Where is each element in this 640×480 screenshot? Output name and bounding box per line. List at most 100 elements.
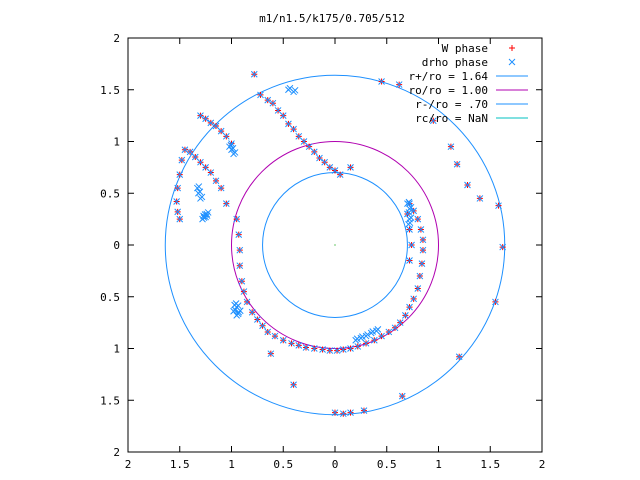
legend-label-drho_phase: drho phase: [422, 56, 488, 69]
drho-overlay-point: [236, 246, 244, 254]
drho-overlay-point: [207, 169, 215, 176]
drho-overlay-point: [398, 392, 406, 400]
y-tick-label: 0.5: [100, 291, 120, 304]
drho-overlay-point: [414, 285, 422, 292]
drho-overlay-point: [243, 298, 251, 306]
drho-overlay-point: [300, 138, 308, 145]
drho-overlay-point: [347, 345, 354, 352]
drho-overlay-point: [339, 346, 347, 353]
drho-overlay-point: [326, 347, 334, 354]
drho-overlay-point: [416, 272, 424, 280]
drho-phase-point: [200, 214, 208, 221]
x-tick-label: 0.5: [273, 458, 293, 471]
drho-overlay-point: [207, 119, 215, 127]
drho-overlay-point: [316, 154, 323, 162]
y-tick-label: 1: [113, 136, 120, 149]
x-tick-label: 1: [435, 458, 442, 471]
drho-phase-point: [407, 214, 415, 221]
drho-overlay-point: [419, 236, 427, 244]
drho-overlay-point: [453, 160, 461, 168]
drho-phase-point: [364, 331, 371, 338]
drho-overlay-point: [236, 262, 244, 270]
drho-overlay-point: [222, 132, 230, 140]
drho-overlay-point: [202, 164, 209, 171]
drho-phase-point: [195, 183, 203, 190]
drho-phase-point: [234, 310, 242, 318]
drho-overlay-point: [396, 319, 404, 326]
drho-phase-point: [204, 209, 212, 216]
drho-overlay-point: [217, 127, 225, 135]
drho-overlay-point: [410, 207, 418, 215]
legend-label-r_plus: r+/ro = 1.64: [409, 70, 489, 83]
x-tick-label: 2: [125, 458, 132, 471]
drho-overlay-point: [476, 195, 484, 202]
drho-overlay-point: [191, 153, 199, 161]
drho-overlay-point: [429, 117, 437, 125]
drho-overlay-point: [233, 215, 241, 223]
y-tick-label: 1: [113, 343, 120, 356]
drho-overlay-point: [336, 171, 344, 178]
drho-overlay-point: [240, 288, 248, 295]
drho-overlay-point: [212, 177, 220, 185]
legend-marker-drho_phase: [508, 58, 516, 66]
drho-overlay-point: [395, 81, 403, 88]
drho-overlay-point: [331, 409, 339, 417]
drho-overlay-point: [178, 156, 186, 164]
legend-label-r_minus: r-/ro = .70: [415, 98, 488, 111]
x-tick-label: 2: [539, 458, 546, 471]
drho-overlay-point: [326, 164, 334, 171]
drho-overlay-point: [222, 200, 230, 207]
drho-overlay-point: [174, 184, 182, 192]
drho-phase-point: [232, 300, 240, 307]
drho-overlay-point: [274, 107, 282, 114]
drho-overlay-point: [305, 143, 313, 151]
drho-overlay-point: [238, 277, 246, 285]
y-tick-label: 1.5: [100, 84, 120, 97]
legend-label-w_phase: W phase: [442, 42, 488, 55]
drho-overlay-point: [360, 407, 368, 414]
drho-phase-point: [405, 209, 413, 216]
y-tick-label: 2: [113, 446, 120, 459]
drho-overlay-point: [264, 328, 272, 336]
chart-title: m1/n1.5/k175/0.705/512: [259, 12, 405, 25]
y-tick-label: 0: [113, 239, 120, 252]
drho-overlay-point: [290, 125, 297, 133]
drho-overlay-point: [279, 112, 287, 119]
y-tick-label: 0.5: [100, 187, 120, 200]
drho-overlay-point: [354, 343, 362, 350]
data-points: [173, 70, 507, 418]
drho-overlay-point: [288, 339, 295, 347]
drho-overlay-point: [186, 148, 194, 156]
drho-overlay-point: [406, 200, 413, 207]
drho-overlay-point: [271, 332, 279, 340]
drho-overlay-point: [310, 345, 318, 352]
drho-overlay-point: [378, 332, 385, 340]
drho-overlay-point: [264, 96, 272, 104]
drho-overlay-point: [235, 231, 243, 239]
drho-overlay-point: [290, 381, 297, 389]
drho-overlay-point: [279, 336, 287, 344]
drho-overlay-point: [319, 346, 326, 353]
drho-overlay-point: [228, 140, 235, 147]
drho-overlay-point: [257, 91, 264, 99]
drho-overlay-point: [173, 198, 180, 205]
drho-phase-point: [406, 219, 414, 227]
drho-overlay-point: [391, 324, 399, 332]
drho-overlay-point: [455, 353, 463, 361]
y-tick-label: 1.5: [100, 394, 120, 407]
center-point: [334, 244, 336, 246]
drho-overlay-point: [414, 215, 422, 223]
drho-phase-point: [196, 188, 204, 196]
drho-overlay-point: [419, 246, 427, 254]
drho-overlay-point: [447, 143, 455, 151]
drho-overlay-point: [406, 303, 413, 311]
drho-overlay-point: [410, 295, 418, 303]
drho-overlay-point: [464, 181, 471, 189]
drho-overlay-point: [197, 112, 204, 119]
drho-overlay-point: [269, 99, 277, 107]
drho-overlay-point: [402, 312, 409, 319]
drho-overlay-point: [347, 164, 354, 171]
drho-overlay-point: [417, 226, 425, 233]
